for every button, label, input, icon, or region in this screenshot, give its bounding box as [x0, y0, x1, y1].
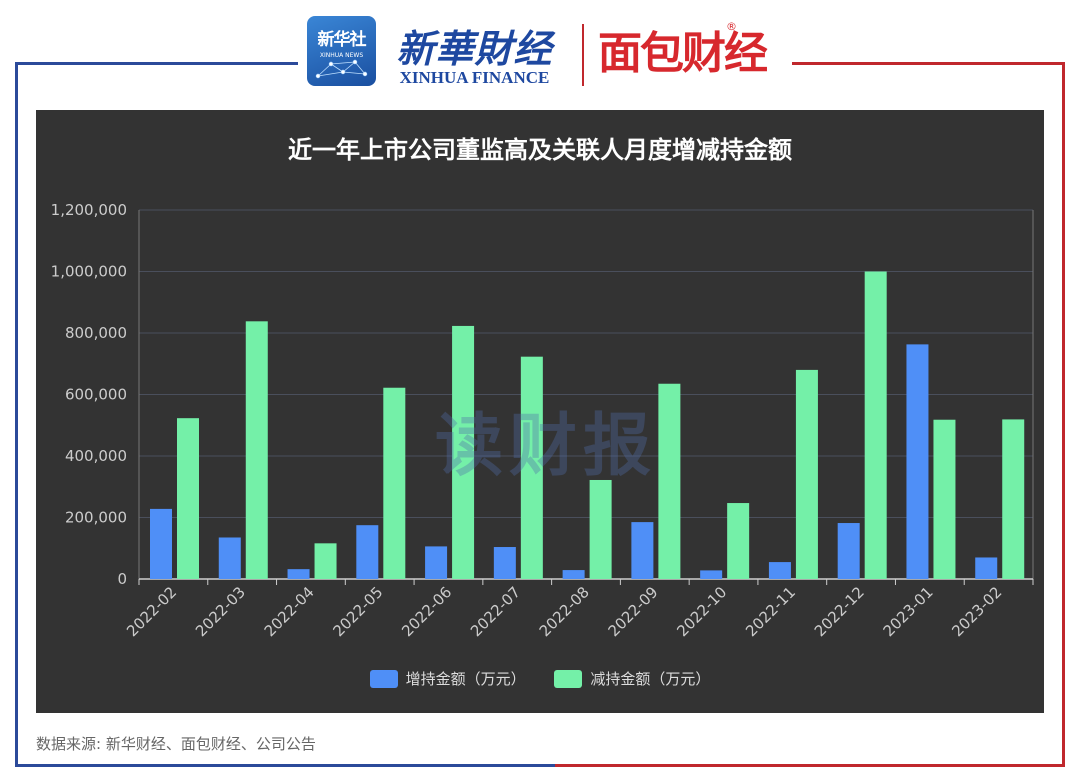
bar-decrease-2023-02	[1002, 419, 1025, 579]
chart-title: 近一年上市公司董监高及关联人月度增减持金额	[288, 136, 792, 164]
x-tick-label: 2022-06	[398, 583, 455, 640]
bar-increase-2022-03	[218, 537, 241, 579]
x-tick-label: 2022-09	[605, 583, 662, 640]
bar-increase-2022-07	[493, 547, 516, 579]
y-tick-label: 0	[117, 570, 127, 588]
bar-decrease-2022-04	[314, 543, 337, 579]
x-tick-label: 2022-03	[192, 583, 249, 640]
y-tick-label: 400,000	[65, 447, 127, 465]
bar-chart: 0 200,000 400,000 600,000 800,000 1,000,000 1,…	[51, 201, 1034, 640]
frame-top-right	[792, 62, 1065, 65]
registered-mark: ®	[726, 20, 737, 33]
frame-top-left	[15, 62, 298, 65]
legend-item-decrease[interactable]: 减持金额（万元）	[554, 668, 710, 689]
bar-decrease-2022-08	[589, 479, 612, 579]
bar-decrease-2022-02	[177, 418, 199, 579]
watermark: 读财报	[434, 407, 657, 486]
xinhua-finance-en: XINHUA FINANCE	[399, 68, 550, 87]
bar-decrease-2022-10	[727, 503, 750, 579]
bar-increase-2022-06	[425, 546, 448, 579]
bar-increase-2023-02	[975, 557, 998, 579]
xinhua-news-logo-text: 新华社	[317, 30, 367, 50]
bar-increase-2022-04	[287, 569, 310, 579]
legend-swatch-decrease	[554, 669, 583, 688]
x-tick-label: 2022-04	[261, 583, 318, 640]
bar-increase-2022-12	[837, 523, 860, 579]
y-tick-label: 1,000,000	[51, 263, 127, 281]
mianbao-finance-logo: 面包财经	[598, 28, 768, 79]
bar-decrease-2023-01	[933, 419, 956, 579]
y-tick-label: 1,200,000	[51, 201, 127, 219]
y-tick-label: 200,000	[65, 509, 127, 527]
legend-label-decrease: 减持金额（万元）	[590, 670, 711, 688]
x-tick-label: 2022-05	[329, 583, 386, 640]
x-tick-label: 2022-12	[811, 583, 868, 640]
bar-increase-2022-09	[631, 522, 654, 579]
bar-decrease-2022-03	[245, 321, 268, 579]
bar-increase-2023-01	[906, 344, 929, 579]
bar-decrease-2022-09	[658, 383, 681, 579]
logo-divider	[582, 24, 584, 86]
legend-swatch-increase	[369, 669, 398, 688]
x-tick-label: 2022-11	[742, 583, 799, 640]
xinhua-news-logo-subtext: XINHUA NEWS	[319, 52, 364, 59]
bar-decrease-2022-12	[864, 271, 887, 579]
legend-item-increase[interactable]: 增持金额（万元）	[369, 668, 526, 689]
frame-bottom-left	[15, 764, 555, 767]
bar-decrease-2022-07	[520, 356, 543, 579]
frame-left	[15, 62, 18, 767]
x-tick-label: 2022-10	[673, 583, 730, 640]
legend-label-increase: 增持金额（万元）	[405, 670, 526, 688]
bar-decrease-2022-06	[452, 325, 475, 579]
chart-panel: 0 200,000 400,000 600,000 800,000 1,000,000 1,…	[36, 110, 1044, 713]
x-tick-label: 2023-02	[948, 583, 1005, 640]
x-tick-label: 2022-07	[467, 583, 524, 640]
y-tick-label: 600,000	[65, 386, 127, 404]
frame-right	[1062, 62, 1065, 767]
xinhua-news-logo: 新华社 XINHUA NEWS	[307, 16, 376, 86]
bar-increase-2022-11	[768, 562, 791, 579]
bar-increase-2022-10	[700, 570, 723, 579]
xinhua-finance-cn: 新華財经	[396, 26, 553, 71]
frame-bottom-right	[555, 764, 1065, 767]
x-tick-label: 2023-01	[880, 583, 937, 640]
bar-increase-2022-08	[562, 570, 585, 579]
x-tick-label: 2022-02	[123, 583, 180, 640]
source-note: 数据来源: 新华财经、面包财经、公司公告	[36, 735, 316, 753]
network-graphic-icon	[315, 59, 368, 79]
x-tick-label: 2022-08	[536, 583, 593, 640]
bar-decrease-2022-11	[795, 369, 818, 579]
y-tick-label: 800,000	[65, 324, 127, 342]
bar-decrease-2022-05	[383, 387, 406, 579]
bar-increase-2022-05	[356, 525, 379, 579]
xinhua-finance-logo: 新華財经 XINHUA FINANCE	[392, 16, 557, 91]
bar-increase-2022-02	[150, 508, 172, 579]
chart-legend: 增持金额（万元） 减持金额（万元）	[36, 668, 1044, 690]
